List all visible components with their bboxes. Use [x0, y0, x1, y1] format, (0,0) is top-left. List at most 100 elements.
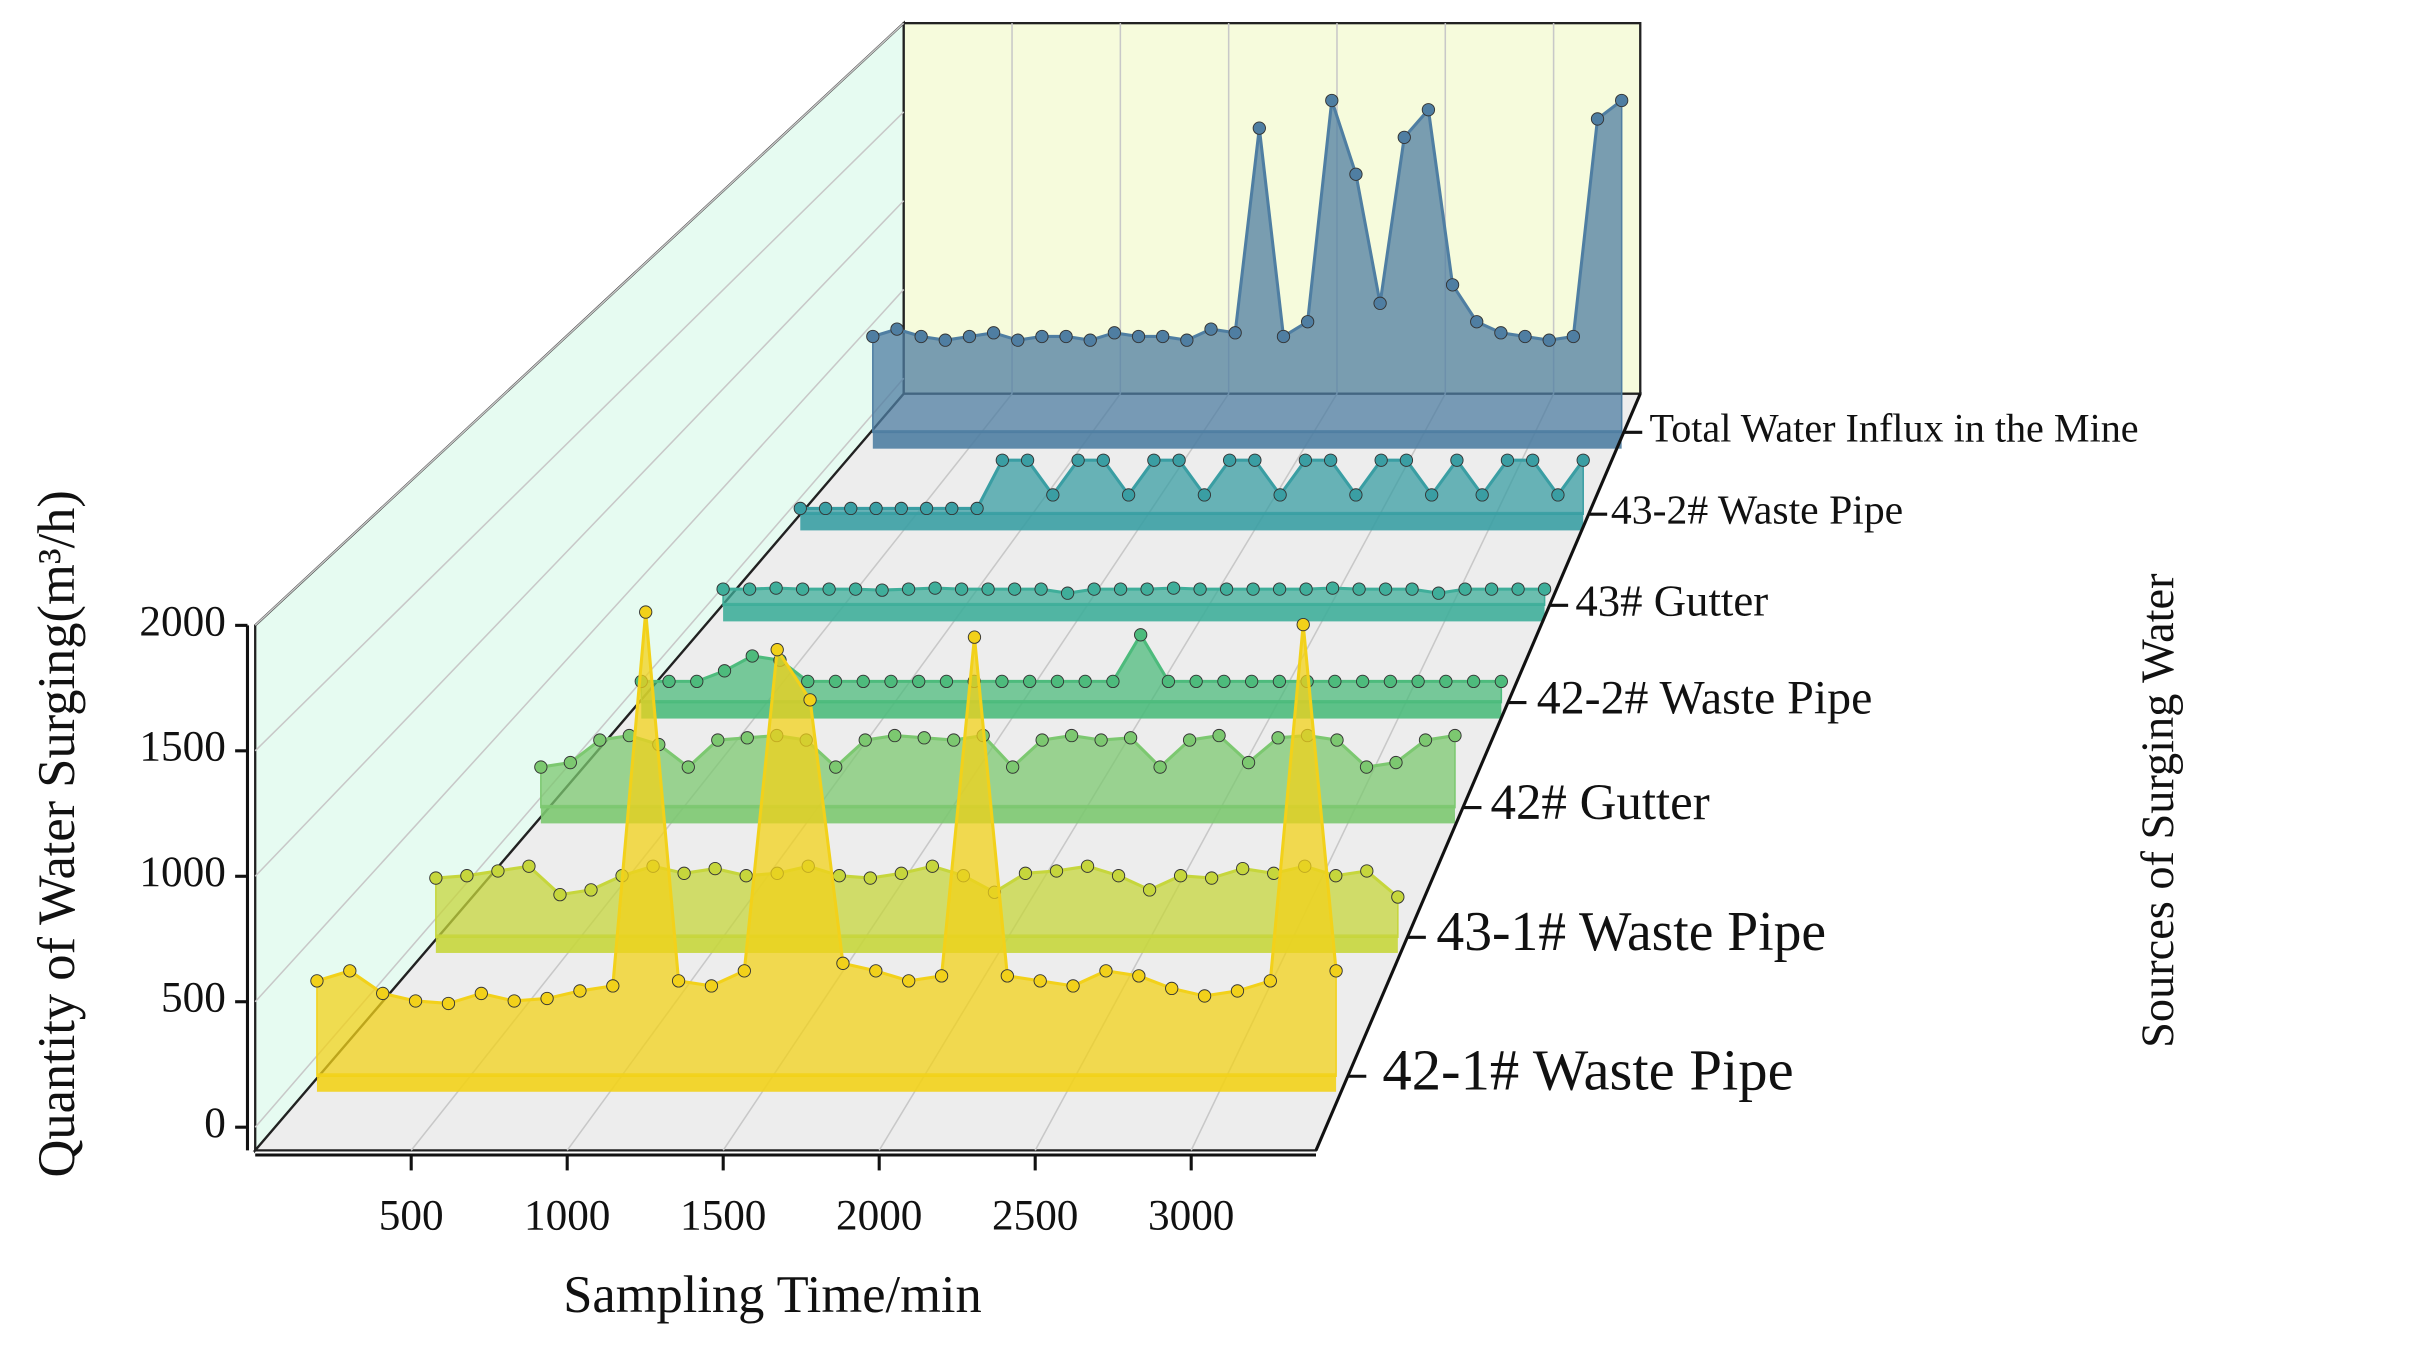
data-point: [1494, 326, 1508, 340]
data-point: [1197, 989, 1212, 1003]
data-point: [522, 859, 536, 873]
axes: 0 500 1000 1500 2000 500 1000 1500 2000 2500 3000 T…: [139, 393, 2139, 1240]
data-point: [1271, 731, 1285, 745]
data-point: [829, 760, 843, 774]
data-point: [1080, 859, 1095, 873]
data-point: [1329, 869, 1343, 883]
data-point: [460, 869, 474, 883]
data-point: [795, 582, 810, 596]
data-point: [856, 674, 870, 689]
data-point: [1352, 582, 1366, 596]
data-point: [884, 674, 898, 689]
data-point: [1180, 333, 1194, 347]
data-point: [1450, 453, 1464, 467]
data-point: [1228, 326, 1242, 340]
data-point: [1230, 984, 1245, 998]
z-tick-label: 42-1# Waste Pipe: [1382, 1038, 1793, 1103]
data-point: [1349, 488, 1363, 502]
data-point: [745, 649, 759, 663]
data-point: [1156, 329, 1170, 344]
data-point: [1542, 333, 1556, 347]
data-point: [1500, 453, 1515, 467]
x-tick-label: 2000: [836, 1192, 922, 1240]
series: [716, 581, 1552, 622]
z-tick-label: 43-2# Waste Pipe: [1611, 488, 1903, 534]
data-point: [1329, 964, 1343, 978]
data-point: [1273, 488, 1287, 502]
data-point: [1359, 760, 1374, 774]
data-point: [1011, 333, 1025, 347]
data-point: [1252, 121, 1266, 135]
data-point: [858, 733, 872, 747]
data-point: [894, 866, 908, 880]
data-point: [869, 964, 883, 978]
data-point: [1511, 582, 1525, 596]
data-point: [740, 731, 754, 745]
data-point: [1399, 453, 1414, 467]
data-point: [1300, 315, 1315, 329]
z-axis-title: Sources of Surging Water: [2133, 573, 2184, 1048]
data-point: [708, 861, 722, 876]
data-point: [1050, 674, 1065, 689]
data-point: [803, 693, 817, 707]
data-point: [1217, 674, 1231, 689]
data-point: [441, 996, 456, 1011]
data-point: [1615, 93, 1629, 108]
data-point: [429, 871, 443, 885]
data-point: [919, 501, 934, 516]
z-tick-label: 43-1# Waste Pipe: [1436, 901, 1826, 963]
data-point: [1349, 167, 1363, 181]
data-point: [1107, 326, 1122, 340]
data-point: [662, 674, 676, 689]
data-point: [1475, 488, 1489, 502]
data-point: [917, 731, 931, 745]
data-point: [1296, 617, 1310, 632]
data-point: [1132, 969, 1146, 983]
data-point: [573, 984, 587, 998]
x-tick-label: 1000: [524, 1192, 610, 1240]
data-point: [995, 674, 1009, 689]
z-axis: [1314, 393, 1642, 1151]
y-tick-label: 1500: [139, 723, 225, 771]
data-point: [1000, 969, 1014, 983]
data-point: [1099, 964, 1113, 978]
data-point: [925, 859, 940, 873]
data-point: [408, 994, 423, 1008]
data-point: [1494, 674, 1508, 689]
data-point: [1298, 453, 1313, 467]
z-tick-label: 42-2# Waste Pipe: [1537, 672, 1873, 725]
data-point: [1034, 582, 1048, 596]
data-point: [770, 643, 784, 657]
data-point: [1035, 329, 1049, 344]
data-point: [1161, 674, 1176, 689]
data-point: [1324, 453, 1338, 467]
grid-line: [254, 111, 905, 752]
data-point: [894, 501, 908, 516]
data-point: [1064, 728, 1079, 743]
series-group: [310, 93, 1629, 1092]
data-point: [584, 883, 598, 897]
series-base: [723, 602, 1545, 622]
data-point: [742, 582, 757, 596]
data-point: [507, 994, 521, 1008]
data-point: [888, 728, 902, 743]
data-point: [310, 974, 324, 988]
data-point: [1071, 453, 1085, 467]
data-point: [954, 582, 969, 596]
data-point: [1121, 488, 1136, 502]
data-point: [1212, 728, 1226, 743]
data-point: [945, 501, 959, 516]
data-point: [848, 582, 863, 596]
data-point: [801, 674, 815, 689]
data-point: [1448, 728, 1462, 743]
data-point: [1245, 674, 1259, 689]
data-point: [1007, 582, 1022, 596]
data-point: [1134, 628, 1148, 642]
data-point: [1389, 755, 1403, 770]
data-point: [376, 986, 390, 1001]
data-point: [1204, 322, 1218, 336]
data-point: [928, 581, 942, 595]
data-point: [1049, 864, 1064, 878]
data-point: [1391, 890, 1405, 904]
data-point: [1165, 981, 1179, 996]
